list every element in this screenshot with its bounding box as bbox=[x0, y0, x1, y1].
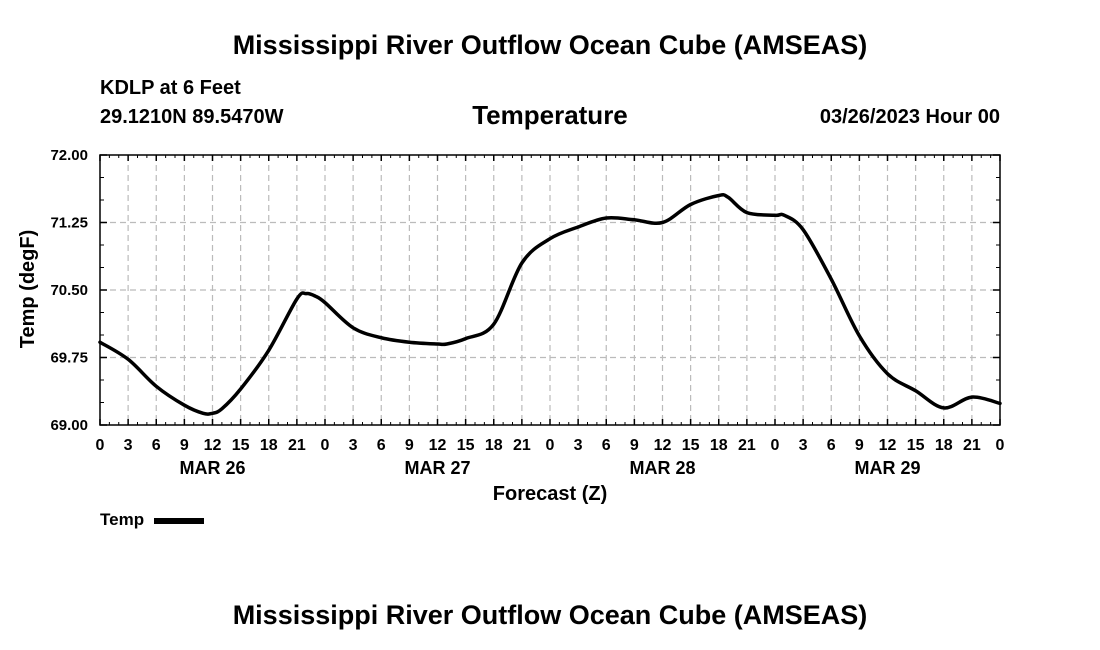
x-tick-label: 0 bbox=[996, 437, 1005, 454]
x-tick-label: 18 bbox=[260, 437, 278, 454]
x-tick-label: 21 bbox=[288, 437, 306, 454]
x-tick-label: 9 bbox=[855, 437, 864, 454]
y-tick-label: 69.75 bbox=[50, 350, 88, 367]
x-tick-label: 9 bbox=[180, 437, 189, 454]
x-tick-label: 6 bbox=[602, 437, 611, 454]
x-tick-label: 6 bbox=[152, 437, 161, 454]
x-tick-label: 6 bbox=[377, 437, 386, 454]
chart-title-top: Mississippi River Outflow Ocean Cube (AM… bbox=[232, 30, 868, 60]
day-label: MAR 26 bbox=[179, 458, 245, 478]
temp-series-line bbox=[98, 193, 1002, 416]
station-coordinates: 29.1210N 89.5470W bbox=[100, 106, 284, 128]
x-tick-label: 9 bbox=[630, 437, 639, 454]
x-tick-label: 0 bbox=[321, 437, 330, 454]
y-tick-label: 70.50 bbox=[50, 282, 88, 299]
x-tick-label: 21 bbox=[513, 437, 531, 454]
x-tick-label: 18 bbox=[485, 437, 503, 454]
forecast-datetime: 03/26/2023 Hour 00 bbox=[819, 106, 1000, 128]
x-tick-label: 9 bbox=[405, 437, 414, 454]
x-tick-label: 12 bbox=[429, 437, 447, 454]
x-tick-label: 12 bbox=[204, 437, 222, 454]
x-tick-label: 18 bbox=[710, 437, 728, 454]
x-tick-label: 18 bbox=[935, 437, 953, 454]
x-tick-label: 0 bbox=[96, 437, 105, 454]
x-tick-label: 15 bbox=[457, 437, 475, 454]
x-tick-label: 3 bbox=[574, 437, 583, 454]
legend-label: Temp bbox=[100, 510, 145, 529]
legend: Temp bbox=[100, 510, 205, 530]
legend-line-swatch bbox=[154, 517, 205, 524]
x-tick-label: 12 bbox=[654, 437, 672, 454]
x-tick-label: 21 bbox=[738, 437, 756, 454]
x-tick-label: 3 bbox=[349, 437, 358, 454]
x-tick-labels: 0 3 6 9 12 15 18 21 0 3 6 9 12 15 18 21 0 3 6 9 12 15 18 21 0 3 6 9… bbox=[96, 437, 1005, 454]
x-tick-label: 15 bbox=[232, 437, 250, 454]
grid-lines bbox=[100, 155, 1000, 425]
variable-title: Temperature bbox=[472, 100, 628, 130]
x-tick-label: 12 bbox=[879, 437, 897, 454]
x-tick-label: 15 bbox=[907, 437, 925, 454]
x-tick-label: 0 bbox=[546, 437, 555, 454]
x-tick-label: 3 bbox=[124, 437, 133, 454]
chart-title-bottom: Mississippi River Outflow Ocean Cube (AM… bbox=[232, 600, 868, 630]
x-tick-label: 3 bbox=[799, 437, 808, 454]
x-tick-label: 15 bbox=[682, 437, 700, 454]
plot-frame bbox=[99, 154, 1001, 426]
y-tick-label: 69.00 bbox=[50, 417, 88, 434]
station-label: KDLP at 6 Feet bbox=[100, 77, 241, 99]
y-tick-label: 71.25 bbox=[50, 215, 88, 232]
y-tick-labels: 69.00 69.75 70.50 71.25 72.00 bbox=[50, 147, 88, 434]
y-axis-title: Temp (degF) bbox=[17, 230, 39, 349]
day-label: MAR 29 bbox=[854, 458, 920, 478]
y-tick-label: 72.00 bbox=[50, 147, 88, 164]
x-tick-label: 6 bbox=[827, 437, 836, 454]
x-axis-title: Forecast (Z) bbox=[493, 483, 607, 505]
day-labels: MAR 26 MAR 27 MAR 28 MAR 29 bbox=[179, 458, 920, 478]
x-tick-label: 21 bbox=[963, 437, 981, 454]
day-label: MAR 27 bbox=[404, 458, 470, 478]
x-tick-label: 0 bbox=[771, 437, 780, 454]
day-label: MAR 28 bbox=[629, 458, 695, 478]
